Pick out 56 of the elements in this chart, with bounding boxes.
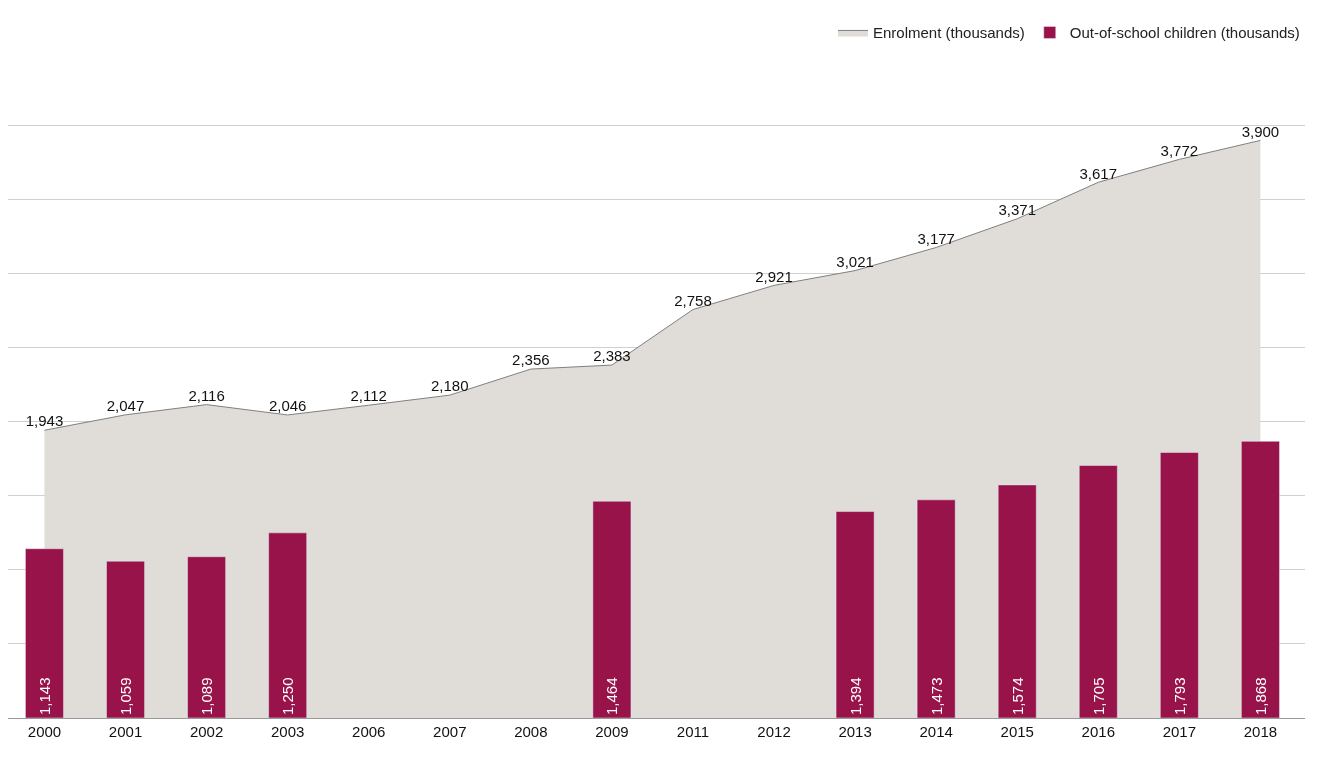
bar [916, 499, 956, 718]
data-label: 3,371 [998, 201, 1036, 218]
data-label: 1,089 [198, 677, 216, 715]
data-label: 2,383 [593, 347, 631, 365]
x-tick-label: 2001 [108, 723, 143, 740]
data-label: 3,177 [917, 229, 955, 247]
x-tick-label: 2006 [352, 723, 386, 740]
bar [835, 511, 875, 718]
data-label: 1,464 [603, 677, 621, 715]
data-label: 1,574 [1008, 677, 1026, 715]
data-label: 1,250 [279, 677, 297, 715]
data-label: 2,116 [188, 386, 225, 404]
data-label: 2,047 [106, 397, 145, 415]
data-label: 3,900 [1241, 122, 1280, 140]
data-label: 3,617 [1079, 164, 1118, 182]
x-tick-label: 2009 [595, 723, 629, 740]
legend-label: Enrolment (thousands) [873, 24, 1025, 42]
data-label: 1,394 [846, 677, 864, 715]
x-tick-label: 2007 [433, 723, 467, 740]
bar [106, 560, 145, 718]
data-label: 1,705 [1089, 677, 1107, 715]
bar [997, 484, 1037, 718]
x-tick-label: 2014 [919, 723, 953, 740]
data-label: 1,473 [927, 677, 945, 715]
data-label: 1,793 [1170, 677, 1188, 715]
bar [1241, 441, 1280, 718]
data-label: 2,046 [268, 397, 307, 415]
x-tick-label: 2016 [1081, 723, 1115, 740]
data-label: 1,059 [117, 677, 135, 715]
bar [1160, 452, 1199, 718]
legend-label: Out-of-school children (thousands) [1069, 24, 1300, 42]
data-label: 2,356 [512, 351, 550, 369]
x-tick-label: 2011 [676, 723, 710, 740]
x-tick-label: 2017 [1162, 723, 1197, 740]
x-tick-label: 2018 [1243, 723, 1278, 740]
data-label: 1,868 [1251, 677, 1269, 715]
x-tick-label: 2002 [189, 723, 224, 740]
x-tick-label: 2003 [270, 723, 305, 740]
bar [592, 500, 632, 718]
data-label: 2,758 [674, 291, 712, 309]
data-label: 3,772 [1160, 141, 1199, 159]
x-tick-label: 2013 [838, 723, 872, 740]
bar [1078, 465, 1118, 718]
bar [25, 548, 64, 718]
data-label: 2,921 [755, 267, 793, 285]
data-label: 1,943 [25, 412, 64, 430]
x-tick-label: 2000 [27, 723, 62, 740]
x-tick-label: 2015 [1000, 723, 1034, 740]
bar [187, 556, 226, 718]
data-label: 1,143 [35, 677, 53, 715]
x-tick-label: 2012 [757, 723, 791, 740]
x-tick-label: 2008 [514, 723, 548, 740]
bar [268, 532, 307, 718]
data-label: 2,112 [350, 387, 387, 405]
data-label: 2,180 [431, 377, 469, 395]
data-label: 3,021 [836, 252, 874, 270]
